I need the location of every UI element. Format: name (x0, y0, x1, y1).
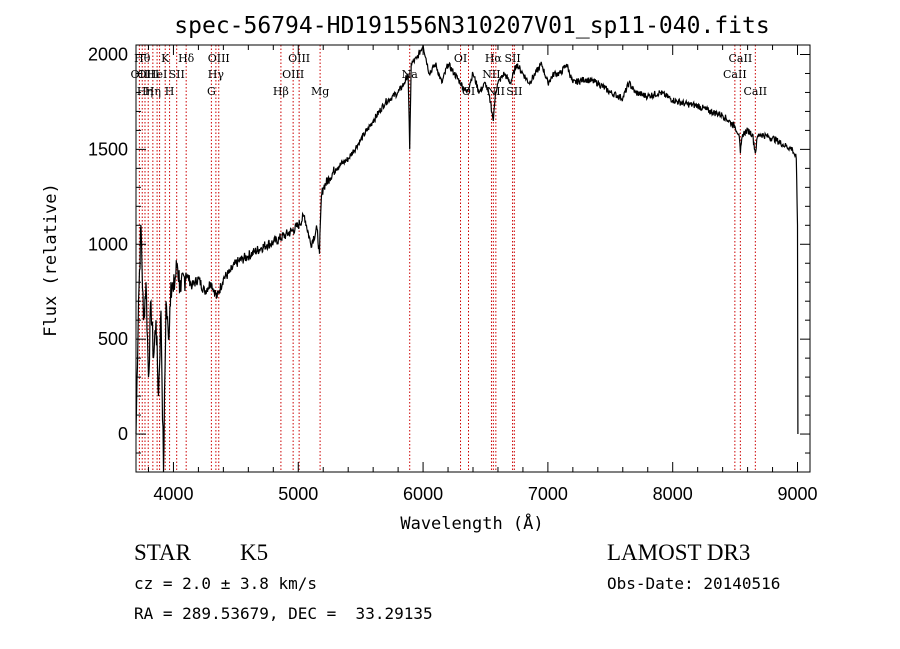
y-tick-label: 2000 (88, 44, 128, 64)
y-tick-label: 0 (118, 424, 128, 444)
line-label: NII (482, 68, 500, 81)
object-subclass: K5 (240, 540, 269, 565)
line-label: K (161, 52, 170, 65)
x-tick-label: 7000 (528, 484, 568, 504)
line-label: Hα (485, 52, 503, 65)
line-label: Hγ (208, 68, 225, 81)
line-label: OIII (137, 68, 159, 81)
line-label: OIII (288, 52, 310, 65)
line-label: HeI (147, 68, 167, 81)
survey-name: LAMOST DR3 (607, 540, 751, 565)
line-label: H (165, 85, 175, 98)
x-tick-label: 8000 (653, 484, 693, 504)
x-tick-label: 4000 (153, 484, 193, 504)
chart-title: spec-56794-HD191556N310207V01_sp11-040.f… (174, 13, 769, 39)
y-tick-label: 1000 (88, 234, 128, 254)
line-label: CaII (723, 68, 747, 81)
spectrum-line (135, 44, 799, 473)
obs-date-text: Obs-Date: 20140516 (607, 574, 781, 593)
line-label: Hθ (134, 52, 151, 65)
x-axis-label: Wavelength (Å) (400, 512, 543, 534)
line-label: G (207, 85, 216, 98)
line-label: Na (402, 68, 419, 81)
line-label: CaII (729, 52, 753, 65)
line-label: SII (506, 85, 522, 98)
line-label: OI (454, 52, 467, 65)
line-label: Hη (145, 85, 161, 98)
line-label: Hδ (178, 52, 195, 65)
x-tick-label: 5000 (278, 484, 318, 504)
line-label: OII (131, 68, 149, 81)
line-label: Mg (311, 85, 329, 98)
line-label: SII (169, 68, 185, 81)
line-label: Hη (137, 85, 153, 98)
y-tick-label: 500 (98, 329, 128, 349)
line-label: OIII (282, 68, 304, 81)
y-tick-label: 1500 (88, 139, 128, 159)
line-label: OIII (208, 52, 230, 65)
coordinates-text: RA = 289.53679, DEC = 33.29135 (134, 604, 433, 623)
line-label: CaII (743, 85, 767, 98)
line-label: Hβ (273, 85, 289, 98)
y-axis-label: Flux (relative) (41, 183, 61, 337)
x-tick-label: 6000 (403, 484, 443, 504)
line-label: SII (504, 52, 520, 65)
object-class: STAR (134, 540, 191, 565)
x-tick-label: 9000 (777, 484, 817, 504)
redshift-text: cz = 2.0 ± 3.8 km/s (134, 574, 318, 593)
